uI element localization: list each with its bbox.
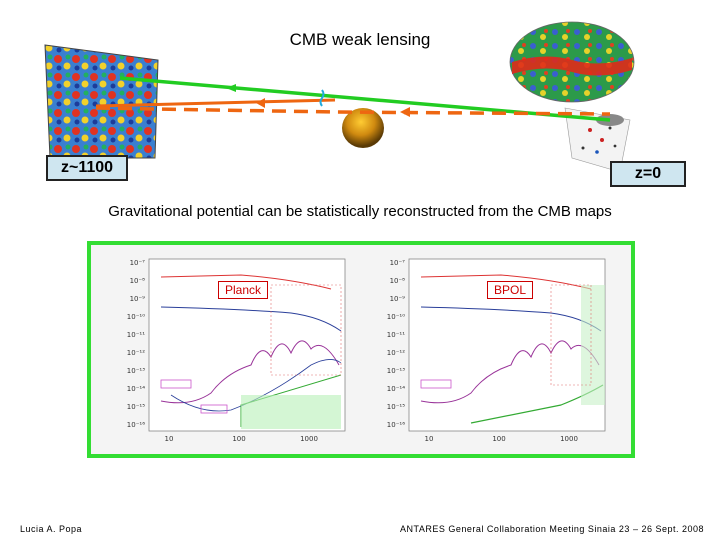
slide-title: CMB weak lensing <box>289 30 431 49</box>
lensing-diagram <box>44 21 635 173</box>
x-tick-label: 10 <box>425 435 434 443</box>
redshift-label-low: z=0 <box>610 161 686 187</box>
y-tick-label: 10⁻¹³ <box>127 367 145 375</box>
x-tick-label: 1000 <box>560 435 578 443</box>
x-tick-label: 1000 <box>300 435 318 443</box>
y-tick-label: 10⁻¹⁰ <box>127 313 145 321</box>
slide-subtitle: Gravitational potential can be statistic… <box>108 203 612 220</box>
y-tick-label: 10⁻¹² <box>127 349 145 357</box>
y-tick-label: 10⁻¹¹ <box>387 331 405 339</box>
arrow-head-icon <box>256 98 265 108</box>
y-tick-label: 10⁻⁹ <box>390 295 406 303</box>
wavy-marker <box>319 89 325 107</box>
y-tick-label: 10⁻¹⁵ <box>387 403 405 411</box>
panel-label-bpol: BPOL <box>487 281 534 299</box>
y-tick-label: 10⁻⁸ <box>130 277 146 285</box>
y-tick-label: 10⁻¹⁰ <box>387 313 405 321</box>
x-tick-label: 100 <box>232 435 245 443</box>
unlensed-ray <box>119 76 611 122</box>
cmb-patch <box>44 44 159 159</box>
panel-label-planck: Planck <box>218 281 269 299</box>
y-tick-label: 10⁻¹⁴ <box>127 385 145 393</box>
x-tick-label: 10 <box>165 435 174 443</box>
y-tick-label: 10⁻¹⁶ <box>127 421 145 429</box>
arrow-head-icon <box>226 84 236 92</box>
y-tick-label: 10⁻¹⁶ <box>387 421 405 429</box>
lensing-mass <box>342 108 384 148</box>
y-tick-label: 10⁻¹⁴ <box>387 385 405 393</box>
deflected-ray-upper <box>95 98 336 108</box>
y-tick-label: 10⁻⁸ <box>390 277 406 285</box>
y-tick-label: 10⁻⁷ <box>130 259 146 267</box>
footer-author: Lucia A. Popa <box>20 524 83 534</box>
y-tick-label: 10⁻⁷ <box>390 259 406 267</box>
power-spectra-figure: 10⁻⁷ 10⁻⁸ 10⁻⁹ 10⁻¹⁰ 10⁻¹¹ 10⁻¹² 10⁻¹³ 10⁻¹⁴ 10⁻… <box>87 241 635 458</box>
galaxy-distribution <box>564 107 631 173</box>
footer-event: ANTARES General Collaboration Meeting Si… <box>400 524 704 534</box>
power-spectra-plots: 10⁻⁷ 10⁻⁸ 10⁻⁹ 10⁻¹⁰ 10⁻¹¹ 10⁻¹² 10⁻¹³ 10⁻¹⁴ 10⁻… <box>127 258 606 443</box>
y-tick-label: 10⁻¹⁵ <box>127 403 145 411</box>
arrow-head-icon <box>400 107 410 117</box>
x-tick-label: 100 <box>492 435 505 443</box>
deflected-ray-lower <box>95 106 611 116</box>
redshift-label-high: z~1100 <box>46 155 128 181</box>
y-tick-label: 10⁻⁹ <box>130 295 146 303</box>
y-tick-label: 10⁻¹² <box>387 349 405 357</box>
y-tick-label: 10⁻¹³ <box>387 367 405 375</box>
allsky-map <box>509 21 635 103</box>
y-tick-label: 10⁻¹¹ <box>127 331 145 339</box>
